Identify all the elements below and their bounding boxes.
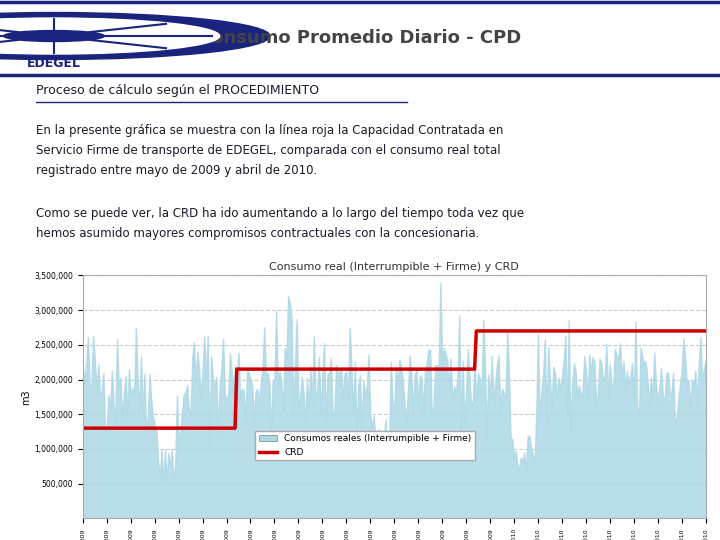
Title: Consumo real (Interrumpible + Firme) y CRD: Consumo real (Interrumpible + Firme) y C… <box>269 262 519 272</box>
Text: Como se puede ver, la CRD ha ido aumentando a lo largo del tiempo toda vez que
h: Como se puede ver, la CRD ha ido aumenta… <box>36 207 524 240</box>
Text: Consumo Promedio Diario - CPD: Consumo Promedio Diario - CPD <box>199 29 521 46</box>
Circle shape <box>0 18 220 54</box>
Legend: Consumos reales (Interrumpible + Firme), CRD: Consumos reales (Interrumpible + Firme),… <box>256 431 475 461</box>
Text: En la presente gráfica se muestra con la línea roja la Capacidad Contratada en
S: En la presente gráfica se muestra con la… <box>36 124 503 177</box>
Text: EDEGEL: EDEGEL <box>27 57 81 71</box>
Text: Proceso de cálculo según el PROCEDIMIENTO: Proceso de cálculo según el PROCEDIMIENT… <box>36 84 319 97</box>
Circle shape <box>4 31 104 42</box>
Circle shape <box>0 12 270 59</box>
Y-axis label: m3: m3 <box>22 389 32 404</box>
